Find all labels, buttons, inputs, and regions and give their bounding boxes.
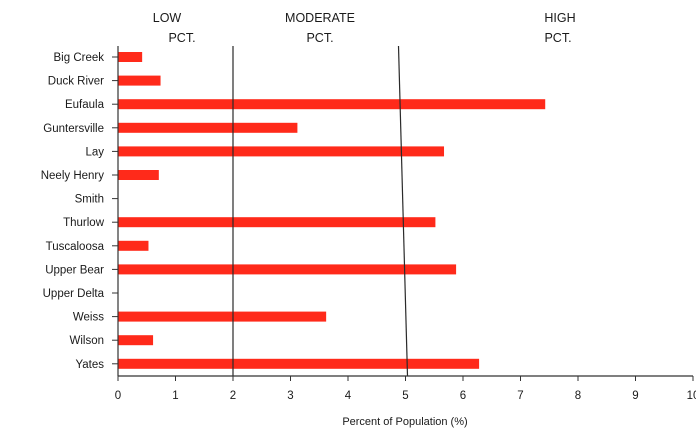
category-label-wilson: Wilson (69, 335, 104, 347)
category-label-smith: Smith (75, 194, 104, 206)
category-label-big-creek: Big Creek (54, 52, 105, 64)
x-tick-label-9: 9 (632, 390, 638, 402)
x-tick-label-4: 4 (345, 390, 352, 402)
bar-yates (118, 358, 480, 369)
category-label-upper-delta: Upper Delta (43, 288, 105, 300)
zone-boundary-lines (232, 45, 409, 377)
bar-guntersville (118, 122, 298, 133)
zone-label-low-line2: PCT. (168, 31, 195, 45)
x-tick-label-3: 3 (287, 390, 293, 402)
zone-label-moderate-line2: PCT. (306, 31, 333, 45)
x-tick-label-7: 7 (517, 390, 523, 402)
zone-label-low-line1: LOW (153, 11, 182, 25)
category-label-guntersville: Guntersville (43, 123, 104, 135)
x-tick-label-8: 8 (575, 390, 581, 402)
category-label-upper-bear: Upper Bear (45, 264, 104, 276)
bar-lay (118, 146, 445, 157)
bar-tuscaloosa (118, 240, 149, 251)
category-label-yates: Yates (75, 359, 104, 371)
category-label-thurlow: Thurlow (63, 217, 105, 229)
category-label-tuscaloosa: Tuscaloosa (46, 241, 105, 253)
x-tick-label-6: 6 (460, 390, 466, 402)
bar-thurlow (118, 217, 436, 228)
category-label-lay: Lay (85, 146, 104, 158)
bar-upper-bear (118, 264, 457, 275)
category-label-neely-henry: Neely Henry (41, 170, 105, 182)
x-tick-label-2: 2 (230, 390, 236, 402)
x-tick-label-5: 5 (402, 390, 408, 402)
zone-labels: LOW PCT. MODERATE PCT. HIGH PCT. (153, 11, 576, 45)
bar-weiss (118, 311, 327, 322)
category-labels: Big Creek Duck River Eufaula Guntersville La… (41, 52, 118, 371)
bars (118, 52, 546, 369)
x-tick-label-0: 0 (115, 390, 121, 402)
x-tick-labels: 0 1 2 3 4 5 6 7 8 9 10 (115, 390, 696, 402)
bar-wilson (118, 335, 154, 346)
bar-eufaula (118, 99, 546, 110)
zone-label-high-line2: PCT. (544, 31, 571, 45)
category-label-eufaula: Eufaula (65, 99, 105, 111)
x-tick-label-1: 1 (172, 390, 178, 402)
zone-boundary-moderate-high (397, 45, 409, 377)
axes (117, 46, 694, 381)
category-label-duck-river: Duck River (48, 76, 104, 88)
bar-big-creek (118, 52, 143, 62)
category-label-weiss: Weiss (73, 312, 104, 324)
zone-label-moderate-line1: MODERATE (285, 11, 355, 25)
bar-duck-river (118, 75, 161, 86)
x-tick-label-10: 10 (687, 390, 696, 402)
x-axis-title: Percent of Population (%) (342, 416, 467, 428)
bar-neely-henry (118, 170, 159, 180)
zone-label-high-line1: HIGH (544, 11, 575, 25)
